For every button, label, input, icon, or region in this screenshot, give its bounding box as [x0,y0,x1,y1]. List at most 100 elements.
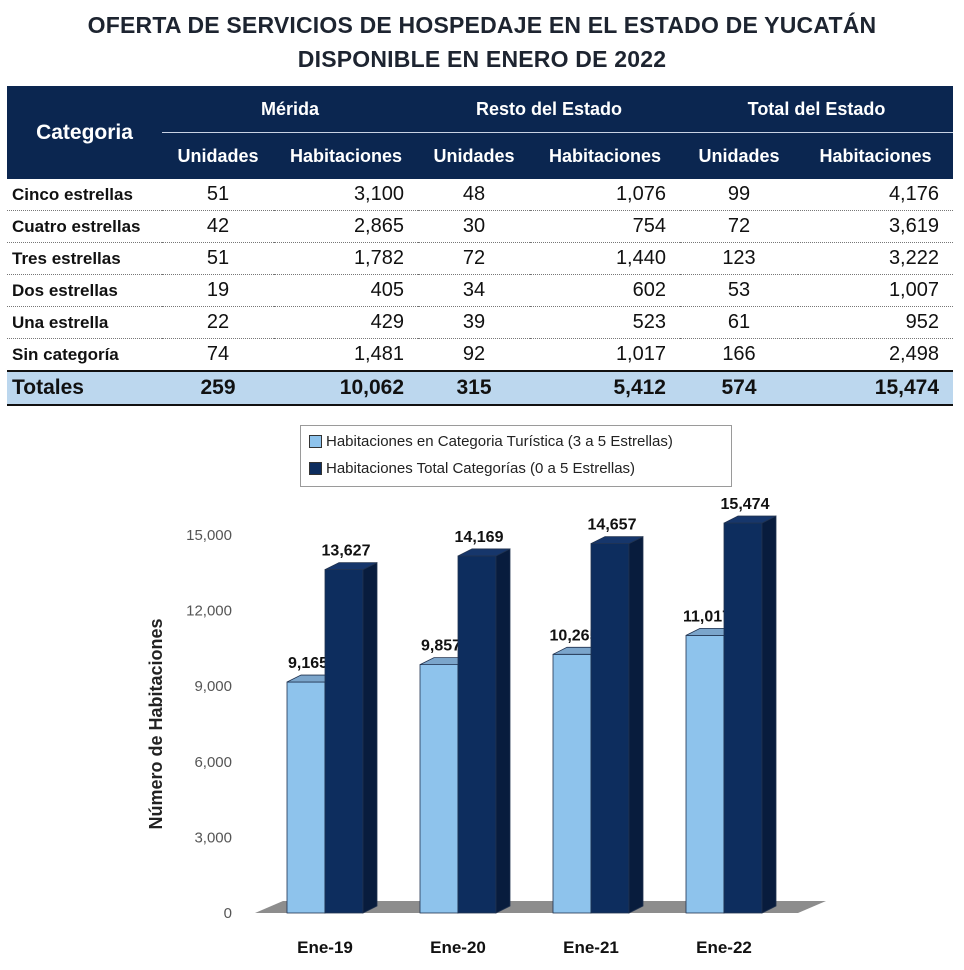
bar [723,522,763,914]
bar-top [723,515,777,524]
cell-unidades: 72 [418,242,530,275]
bar-top [324,562,378,570]
x-tick-label: Ene-20 [430,938,486,957]
cell-habitaciones: 3,222 [798,242,953,275]
row-label: Cinco estrellas [7,179,162,211]
data-label: 9,857 [421,638,461,655]
data-label: 14,169 [455,529,504,546]
data-label: 14,657 [588,517,637,534]
cell-habitaciones: 3,619 [798,210,953,243]
x-tick-label: Ene-22 [696,938,752,957]
row-label: Sin categoría [7,338,162,372]
row-label: Totales [7,370,162,406]
data-label: 15,474 [721,496,770,513]
chart-legend: Habitaciones en Categoria Turística (3 a… [300,425,732,487]
page-title-line-2: DISPONIBLE EN ENERO DE 2022 [297,46,667,72]
cell-habitaciones: 602 [530,274,680,307]
bar [552,653,592,914]
data-label: 13,627 [322,543,371,560]
cell-unidades: 123 [680,242,798,275]
cell-unidades: 99 [680,179,798,211]
cell-habitaciones: 1,017 [530,338,680,372]
table-row: Dos estrellas 19 405 34 602 53 1,007 [7,274,953,307]
cell-unidades: 19 [162,274,274,307]
x-tick-label: Ene-19 [297,938,353,957]
cell-unidades: 48 [418,179,530,211]
group-header-total: Total del Estado [680,86,953,133]
bar [590,543,630,914]
cell-unidades: 61 [680,306,798,339]
legend-label: Habitaciones en Categoria Turística (3 a… [326,433,673,450]
cell-unidades: 259 [162,370,274,406]
subheader-habitaciones: Habitaciones [798,132,953,179]
cell-habitaciones: 405 [274,274,418,307]
cell-habitaciones: 1,440 [530,242,680,275]
cell-unidades: 166 [680,338,798,372]
bar [419,664,459,914]
row-label: Cuatro estrellas [7,210,162,243]
rooms-bar-chart: 0 3,000 6,000 9,000 12,000 15,000 Número de Ha… [146,496,826,957]
table-row: Cuatro estrellas 42 2,865 30 754 72 3,619 [7,210,953,243]
cell-habitaciones: 429 [274,306,418,339]
subheader-habitaciones: Habitaciones [530,132,680,179]
bar [457,555,497,914]
cell-habitaciones: 1,481 [274,338,418,372]
table-row: Tres estrellas 51 1,782 72 1,440 123 3,222 [7,242,953,275]
bar [324,569,364,914]
legend-swatch [309,462,322,475]
row-label: Dos estrellas [7,274,162,307]
y-tick-label: 3,000 [194,829,232,846]
legend-item: Habitaciones Total Categorías (0 a 5 Est… [309,460,635,477]
chart-floor [255,901,826,913]
subheader-unidades: Unidades [680,132,798,179]
cell-habitaciones: 1,782 [274,242,418,275]
group-header-merida: Mérida [162,86,418,133]
cell-unidades: 51 [162,179,274,211]
row-label: Tres estrellas [7,242,162,275]
legend-label: Habitaciones Total Categorías (0 a 5 Est… [326,460,636,477]
group-header-resto: Resto del Estado [418,86,680,133]
cell-unidades: 42 [162,210,274,243]
cell-unidades: 51 [162,242,274,275]
table-body: Cinco estrellas 51 3,100 48 1,076 99 4,176 Cuat… [7,179,953,406]
cell-unidades: 72 [680,210,798,243]
cell-unidades: 74 [162,338,274,372]
cell-unidades: 315 [418,370,530,406]
cell-unidades: 53 [680,274,798,307]
bar-side [495,548,511,914]
row-label: Una estrella [7,306,162,339]
y-tick-label: 15,000 [186,527,232,544]
y-tick-label: 9,000 [194,678,232,695]
data-label: 10,265 [550,627,599,644]
cell-habitaciones: 10,062 [274,370,418,406]
cell-habitaciones: 523 [530,306,680,339]
data-label: 9,165 [288,655,328,672]
cell-habitaciones: 3,100 [274,179,418,211]
bar-side [628,535,644,914]
legend-item: Habitaciones en Categoria Turística (3 a… [309,433,673,450]
y-tick-label: 0 [224,905,232,922]
cell-habitaciones: 952 [798,306,953,339]
bar [286,681,326,914]
category-header: Categoria [7,86,162,179]
bar-top [590,536,644,545]
cell-habitaciones: 5,412 [530,370,680,406]
lodging-table: Categoria Mérida Resto del Estado Total … [7,86,953,406]
table-totals-row: Totales 259 10,062 315 5,412 574 15,474 [7,370,953,406]
bar-top [457,548,511,557]
table-row: Sin categoría 74 1,481 92 1,017 166 2,498 [7,338,953,372]
data-label: 11,017 [683,608,731,625]
cell-unidades: 22 [162,306,274,339]
cell-unidades: 34 [418,274,530,307]
bar-side [362,561,378,914]
cell-habitaciones: 2,865 [274,210,418,243]
cell-unidades: 92 [418,338,530,372]
cell-habitaciones: 1,076 [530,179,680,211]
cell-unidades: 30 [418,210,530,243]
cell-unidades: 574 [680,370,798,406]
x-tick-label: Ene-21 [563,938,619,957]
cell-habitaciones: 1,007 [798,274,953,307]
subheader-unidades: Unidades [418,132,530,179]
cell-habitaciones: 15,474 [798,370,953,406]
table-row: Una estrella 22 429 39 523 61 952 [7,306,953,339]
